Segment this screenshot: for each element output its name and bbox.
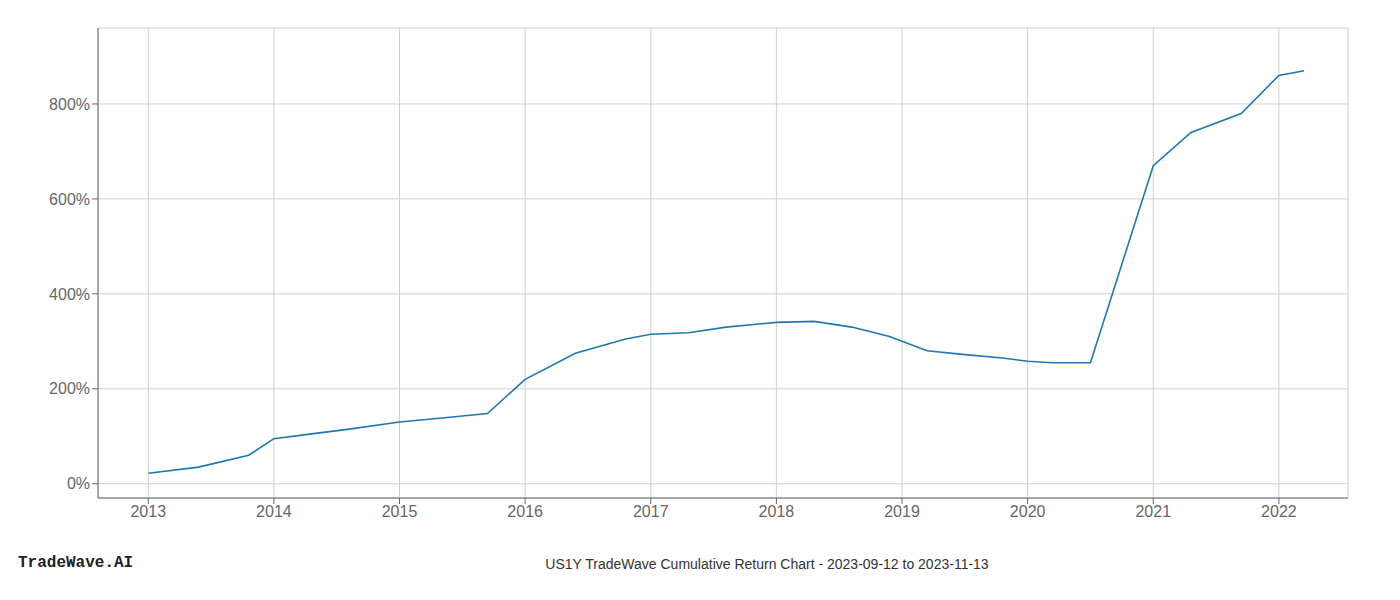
svg-text:2018: 2018 — [759, 503, 795, 520]
svg-text:0%: 0% — [67, 475, 90, 492]
svg-text:2019: 2019 — [884, 503, 920, 520]
svg-text:2015: 2015 — [382, 503, 418, 520]
svg-text:2017: 2017 — [633, 503, 669, 520]
svg-text:800%: 800% — [49, 96, 90, 113]
svg-text:600%: 600% — [49, 191, 90, 208]
svg-text:2016: 2016 — [507, 503, 543, 520]
svg-text:400%: 400% — [49, 286, 90, 303]
svg-text:200%: 200% — [49, 380, 90, 397]
svg-text:2013: 2013 — [130, 503, 166, 520]
html-text:US1Y TradeWave Cumulative Retu: US1Y TradeWave Cumulative Return Chart -… — [545, 556, 989, 572]
svg-text:2022: 2022 — [1261, 503, 1297, 520]
svg-text:2014: 2014 — [256, 503, 292, 520]
html-text:TradeWave.AI: TradeWave.AI — [18, 554, 134, 572]
svg-text:2020: 2020 — [1010, 503, 1046, 520]
svg-text:2021: 2021 — [1135, 503, 1171, 520]
